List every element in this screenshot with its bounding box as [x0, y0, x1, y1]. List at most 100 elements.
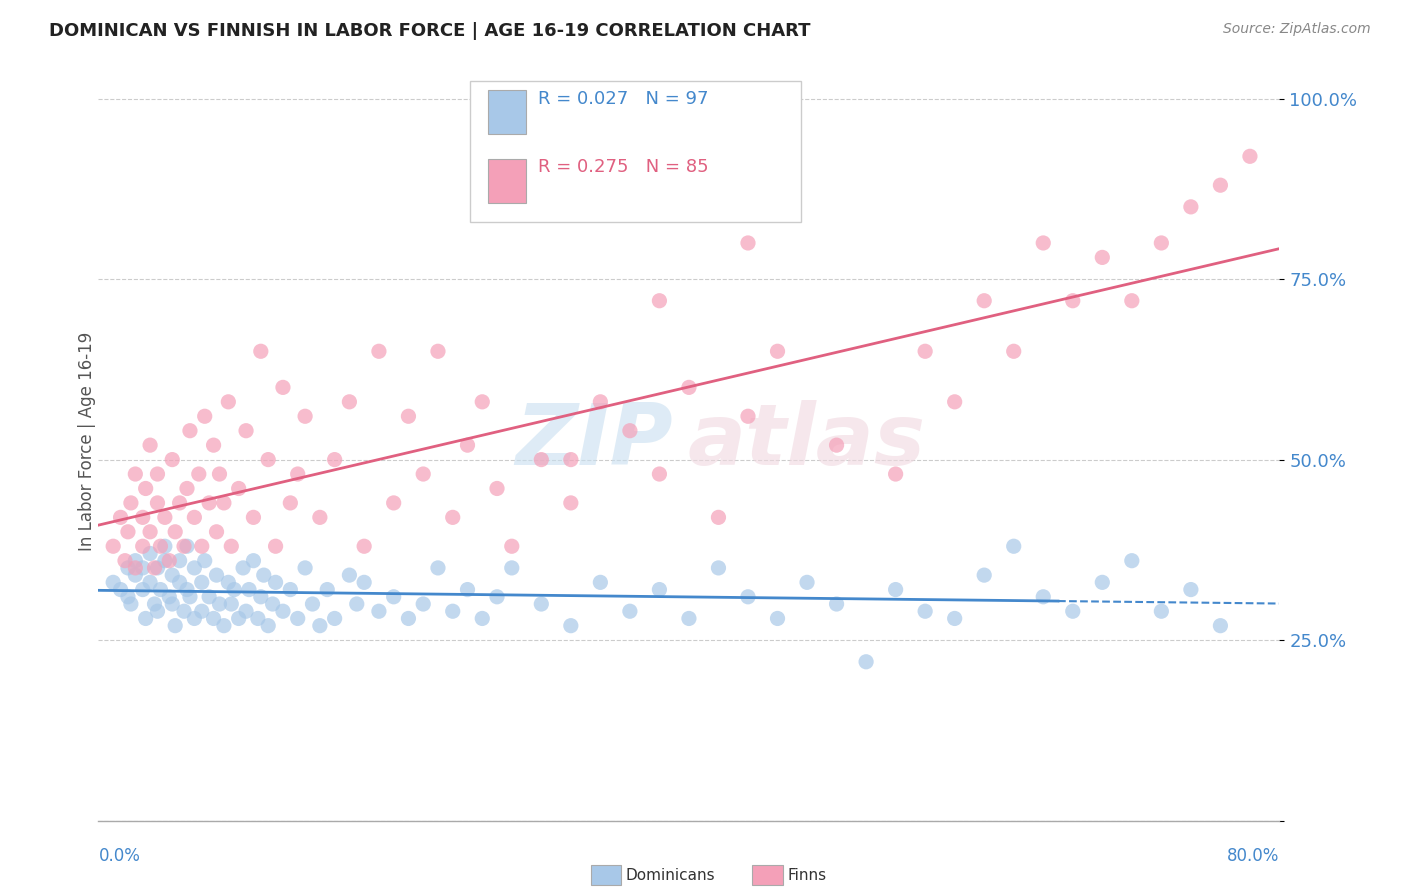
Point: [530, 452, 553, 467]
Point: [316, 582, 339, 597]
Point: [486, 590, 509, 604]
Point: [110, 510, 132, 524]
Point: [179, 590, 201, 604]
Point: [309, 618, 332, 632]
Point: [157, 554, 180, 568]
Point: [1209, 618, 1232, 632]
Point: [257, 618, 280, 632]
Point: [198, 496, 221, 510]
Point: [117, 590, 139, 604]
Point: [202, 611, 225, 625]
Point: [176, 582, 198, 597]
Point: [294, 561, 316, 575]
Point: [1062, 293, 1084, 308]
Point: [412, 467, 434, 481]
Point: [103, 539, 125, 553]
Point: [262, 597, 284, 611]
Point: [162, 568, 183, 582]
Point: [250, 344, 273, 359]
Point: [146, 496, 169, 510]
Point: [169, 575, 191, 590]
Point: [707, 561, 730, 575]
Point: [132, 539, 155, 553]
Point: [796, 575, 818, 590]
Point: [132, 582, 155, 597]
Point: [117, 524, 139, 539]
Point: [943, 394, 966, 409]
Point: [135, 611, 157, 625]
Point: [398, 409, 420, 424]
Point: [301, 597, 323, 611]
Point: [120, 496, 142, 510]
Point: [228, 482, 250, 496]
Point: [619, 604, 641, 618]
Point: [176, 539, 198, 553]
Point: [309, 510, 332, 524]
Point: [139, 575, 162, 590]
Point: [1032, 235, 1054, 250]
Point: [353, 575, 375, 590]
Point: [471, 611, 494, 625]
Point: [271, 380, 294, 394]
Point: [884, 582, 907, 597]
Point: [224, 582, 246, 597]
Point: [501, 539, 523, 553]
Point: [1239, 149, 1261, 163]
Point: [149, 539, 172, 553]
Point: [238, 582, 260, 597]
Point: [1150, 604, 1173, 618]
Point: [153, 554, 176, 568]
Point: [1150, 235, 1173, 250]
Point: [117, 561, 139, 575]
Point: [103, 575, 125, 590]
Point: [707, 510, 730, 524]
Point: [235, 604, 257, 618]
Point: [648, 467, 671, 481]
Point: [153, 510, 176, 524]
Point: [457, 582, 479, 597]
Point: [280, 496, 302, 510]
Point: [884, 467, 907, 481]
Point: [457, 438, 479, 452]
Point: [287, 611, 309, 625]
Point: [217, 394, 239, 409]
Point: [165, 618, 187, 632]
Point: [486, 482, 509, 496]
Point: [339, 394, 361, 409]
Point: [648, 293, 671, 308]
Point: [257, 452, 280, 467]
Point: [217, 575, 239, 590]
Text: 0.0%: 0.0%: [98, 847, 141, 865]
Point: [1091, 575, 1114, 590]
Point: [914, 344, 936, 359]
Point: [280, 582, 302, 597]
Point: [1180, 582, 1202, 597]
Point: [165, 524, 187, 539]
Point: [253, 568, 276, 582]
Point: [973, 568, 995, 582]
Point: [287, 467, 309, 481]
Point: [943, 611, 966, 625]
Point: [323, 611, 346, 625]
Point: [339, 568, 361, 582]
Point: [143, 597, 166, 611]
Point: [191, 539, 214, 553]
Point: [191, 575, 214, 590]
Point: [1091, 251, 1114, 265]
Point: [1032, 590, 1054, 604]
Bar: [488, 90, 526, 135]
Point: [1002, 539, 1025, 553]
Point: [678, 380, 700, 394]
Point: [198, 590, 221, 604]
Point: [143, 561, 166, 575]
Point: [271, 604, 294, 618]
Point: [135, 482, 157, 496]
Point: [221, 597, 243, 611]
Point: [737, 409, 759, 424]
Point: [368, 604, 391, 618]
Point: [162, 452, 183, 467]
Point: [560, 618, 582, 632]
Point: [737, 235, 759, 250]
Point: [208, 467, 231, 481]
Point: [146, 467, 169, 481]
